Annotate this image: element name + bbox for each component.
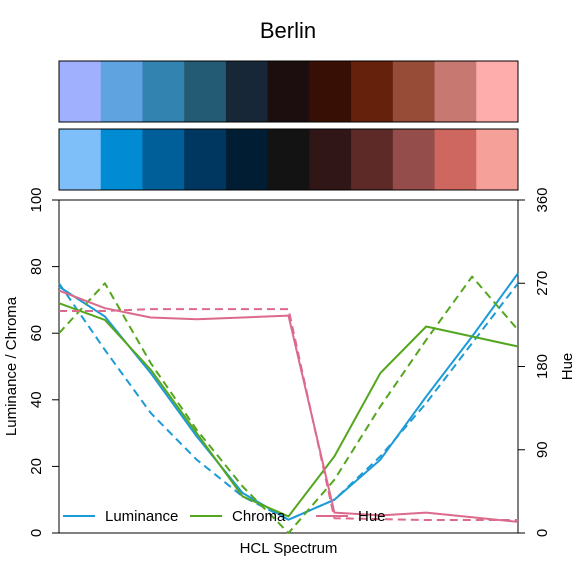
series-line-hue-solid [58, 289, 519, 523]
swatch-row-frame-1 [58, 60, 519, 123]
y-tick-label-left-20: 20 [28, 458, 45, 475]
series-line-luminance-dashed [58, 282, 519, 521]
swatch-2-2 [100, 129, 143, 190]
palette-swatches [58, 60, 519, 191]
legend-label-hue: Hue [358, 508, 386, 525]
swatch-2-11 [476, 129, 519, 190]
swatch-1-4 [184, 61, 227, 122]
swatch-1-5 [225, 61, 269, 122]
y-axis-label-right: Hue [559, 353, 576, 381]
swatch-row-frame-2 [58, 128, 519, 191]
swatch-1-10 [434, 61, 477, 122]
swatch-1-3 [142, 61, 185, 122]
swatch-2-9 [392, 129, 436, 190]
swatch-1-9 [392, 61, 436, 122]
legend: Luminance Chroma Hue [63, 508, 386, 525]
series-line-chroma-solid [58, 302, 519, 518]
series-line-chroma-dashed [58, 275, 519, 534]
y-tick-label-left-100: 100 [28, 187, 45, 212]
axes: 0 20 40 60 80 100 0 90 180 270 360 [28, 187, 551, 537]
chart-title: Berlin [260, 18, 316, 43]
swatch-1-6 [267, 61, 310, 122]
swatch-2-4 [184, 129, 227, 190]
legend-label-chroma: Chroma [232, 508, 286, 525]
y-tick-label-left-0: 0 [28, 529, 45, 537]
swatch-1-11 [476, 61, 519, 122]
swatch-1-2 [100, 61, 143, 122]
swatch-2-6 [267, 129, 310, 190]
y-tick-label-right-90: 90 [534, 441, 551, 458]
swatch-2-10 [434, 129, 477, 190]
swatch-2-3 [142, 129, 185, 190]
y-tick-label-right-0: 0 [534, 529, 551, 537]
swatch-1-8 [351, 61, 394, 122]
y-axis-label-left: Luminance / Chroma [3, 296, 20, 436]
x-axis-label: HCL Spectrum [240, 540, 338, 557]
legend-label-luminance: Luminance [105, 508, 178, 525]
y-tick-label-left-60: 60 [28, 325, 45, 342]
swatch-2-1 [59, 129, 102, 190]
y-tick-label-left-80: 80 [28, 258, 45, 275]
swatch-1-7 [309, 61, 352, 122]
y-tick-label-left-40: 40 [28, 391, 45, 408]
y-tick-label-right-360: 360 [534, 187, 551, 212]
series-lines [58, 272, 519, 534]
y-tick-label-right-270: 270 [534, 271, 551, 296]
series-line-hue-dashed [59, 308, 518, 521]
swatch-2-5 [225, 129, 269, 190]
swatch-2-7 [309, 129, 352, 190]
swatch-2-8 [351, 129, 394, 190]
swatch-1-1 [59, 61, 102, 122]
y-tick-label-right-180: 180 [534, 354, 551, 379]
